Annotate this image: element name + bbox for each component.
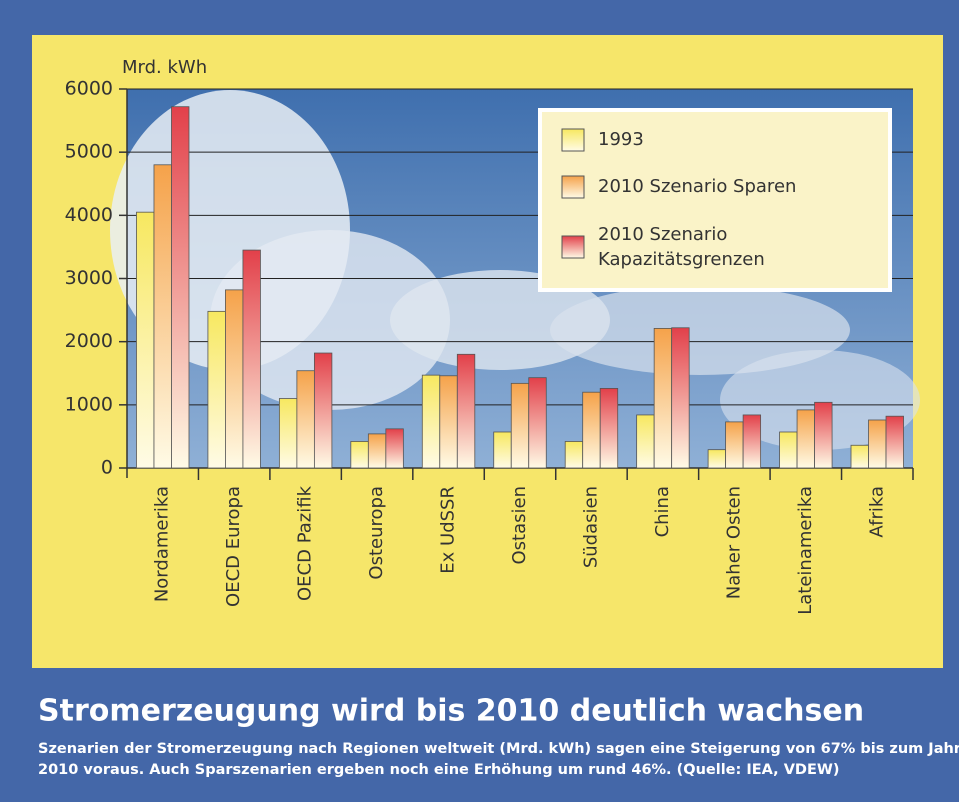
y-axis-label: Mrd. kWh <box>122 57 207 78</box>
bar <box>565 441 583 468</box>
bar <box>136 212 154 468</box>
legend-swatch <box>562 176 584 198</box>
bar <box>457 354 475 468</box>
bar <box>440 376 458 468</box>
bar <box>815 402 833 468</box>
bar <box>243 250 261 468</box>
y-tick-label: 5000 <box>65 141 113 163</box>
bar <box>672 328 690 468</box>
x-tick-label: Osteuropa <box>366 486 387 580</box>
bar <box>600 388 618 468</box>
bar <box>154 165 172 468</box>
x-tick-label: Nordamerika <box>152 486 173 602</box>
legend-swatch <box>562 129 584 151</box>
bar <box>511 383 529 468</box>
legend-swatch <box>562 236 584 258</box>
y-tick-label: 3000 <box>65 267 113 289</box>
x-tick-label: Afrika <box>866 486 887 538</box>
bar <box>637 415 655 468</box>
bar <box>208 311 226 468</box>
caption: Szenarien der Stromerzeugung nach Region… <box>38 741 959 757</box>
legend-label: 1993 <box>598 129 644 150</box>
bar <box>297 371 315 468</box>
bar <box>225 290 243 468</box>
x-tick-label: Lateinamerika <box>795 486 816 615</box>
bar <box>494 432 512 468</box>
bar <box>743 415 761 468</box>
x-tick-label: Naher Osten <box>723 486 744 599</box>
y-tick-label: 6000 <box>65 78 113 100</box>
legend-label: 2010 Szenario Sparen <box>598 176 796 197</box>
bar <box>654 328 672 468</box>
bar <box>351 441 369 468</box>
x-tick-label: OECD Pazifik <box>295 485 316 601</box>
bar <box>797 410 815 468</box>
bar <box>780 432 798 468</box>
y-tick-label: 0 <box>101 457 113 479</box>
bar <box>726 422 744 468</box>
bar <box>869 420 887 468</box>
bar <box>886 416 904 468</box>
bar <box>368 434 386 468</box>
x-tick-label: Südasien <box>580 486 601 568</box>
x-tick-label: Ex UdSSR <box>438 486 459 574</box>
y-tick-label: 2000 <box>65 330 113 352</box>
x-tick-label: China <box>652 486 673 537</box>
bar <box>422 375 440 468</box>
y-tick-label: 1000 <box>65 393 113 415</box>
bar <box>171 107 189 468</box>
bar <box>851 445 869 468</box>
x-tick-label: OECD Europa <box>223 486 244 607</box>
bar <box>708 450 726 468</box>
bar <box>386 429 404 468</box>
x-tick-label: Ostasien <box>509 486 530 565</box>
bar <box>279 399 297 468</box>
bar <box>314 353 332 468</box>
chart: Mrd. kWh Stromerzeugung wird bis 2010 de… <box>0 0 959 802</box>
bar <box>583 392 601 468</box>
bar <box>529 378 547 468</box>
y-tick-label: 4000 <box>65 204 113 226</box>
caption: 2010 voraus. Auch Sparszenarien ergeben … <box>38 762 839 778</box>
title: Stromerzeugung wird bis 2010 deutlich wa… <box>38 694 864 729</box>
